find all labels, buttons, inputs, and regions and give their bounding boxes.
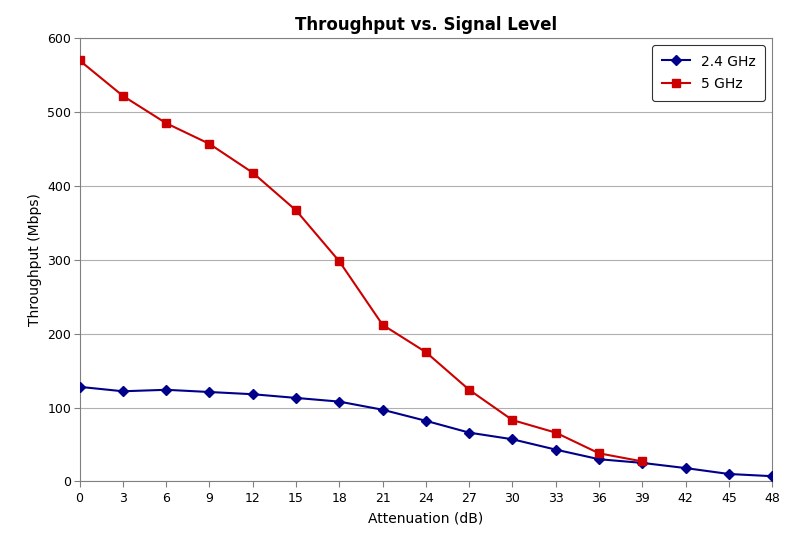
2.4 GHz (421, 417, 431, 424)
2.4 GHz (681, 465, 690, 472)
2.4 GHz (464, 429, 474, 436)
5 GHz (638, 458, 647, 465)
2.4 GHz (75, 383, 84, 390)
2.4 GHz (594, 456, 604, 463)
5 GHz (464, 387, 474, 393)
5 GHz (291, 207, 301, 214)
2.4 GHz (508, 436, 517, 443)
2.4 GHz (767, 473, 777, 480)
2.4 GHz (638, 459, 647, 466)
2.4 GHz (724, 470, 734, 477)
Line: 5 GHz: 5 GHz (76, 56, 646, 465)
X-axis label: Attenuation (dB): Attenuation (dB) (369, 511, 483, 525)
Legend: 2.4 GHz, 5 GHz: 2.4 GHz, 5 GHz (652, 45, 765, 101)
5 GHz (205, 141, 214, 147)
5 GHz (75, 57, 84, 63)
5 GHz (594, 450, 604, 457)
2.4 GHz (205, 389, 214, 395)
2.4 GHz (334, 398, 344, 405)
2.4 GHz (248, 391, 258, 398)
5 GHz (378, 322, 388, 328)
Y-axis label: Throughput (Mbps): Throughput (Mbps) (28, 194, 41, 326)
5 GHz (421, 349, 431, 356)
2.4 GHz (378, 406, 388, 413)
Line: 2.4 GHz: 2.4 GHz (76, 383, 775, 480)
2.4 GHz (162, 387, 171, 393)
5 GHz (508, 417, 517, 423)
2.4 GHz (291, 394, 301, 401)
2.4 GHz (118, 388, 127, 394)
5 GHz (162, 120, 171, 126)
2.4 GHz (551, 446, 560, 453)
5 GHz (551, 429, 560, 436)
5 GHz (118, 92, 127, 99)
5 GHz (334, 258, 344, 265)
5 GHz (248, 170, 258, 176)
Title: Throughput vs. Signal Level: Throughput vs. Signal Level (295, 16, 557, 34)
